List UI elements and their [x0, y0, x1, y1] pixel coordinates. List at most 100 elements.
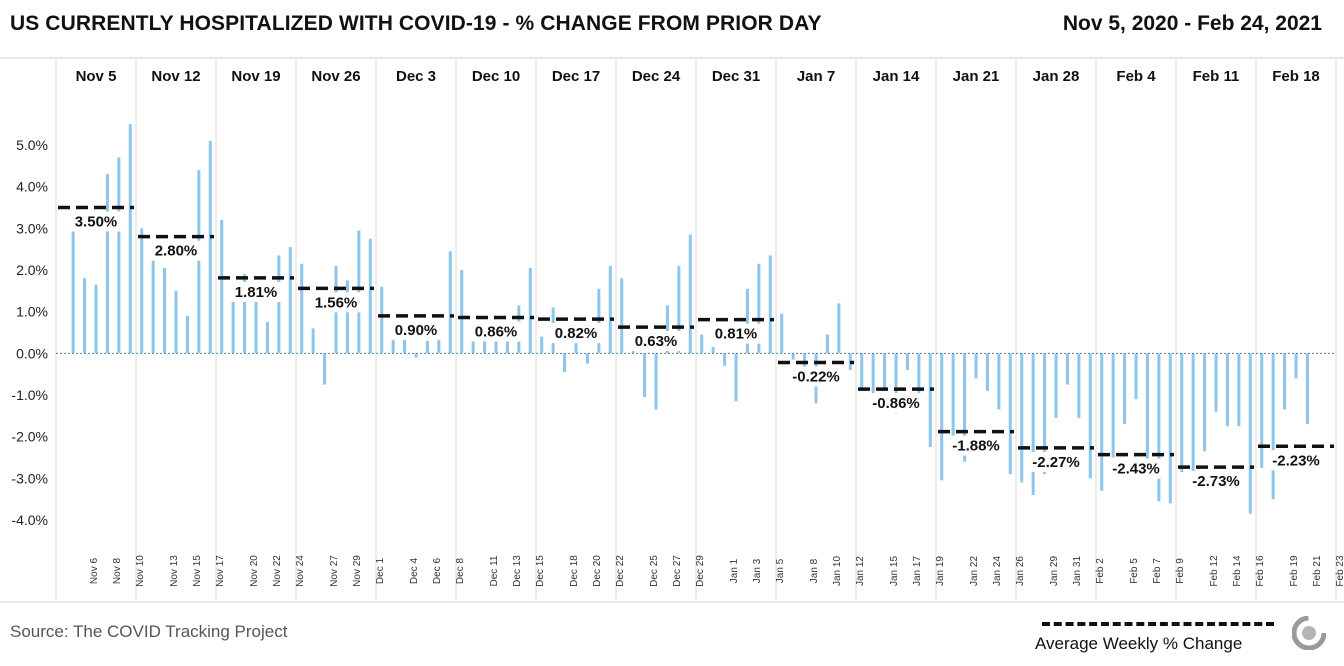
y-tick-label: 3.0% [16, 220, 48, 236]
x-tick-label: Jan 26 [1015, 556, 1026, 586]
week-header: Nov 5 [76, 68, 117, 85]
week-header: Dec 10 [472, 68, 520, 85]
daily-bar [265, 322, 269, 354]
daily-bar [1054, 353, 1058, 418]
x-tick-label: Feb 5 [1129, 558, 1140, 584]
x-tick-label: Dec 13 [512, 555, 523, 587]
daily-bar [231, 282, 235, 354]
average-label-bg [1026, 451, 1086, 472]
average-label-bg [710, 323, 762, 344]
weekly-average-label: 0.82% [555, 325, 598, 342]
x-tick-label: Nov 29 [352, 555, 363, 587]
daily-bar [1214, 353, 1218, 412]
daily-bar [1294, 353, 1298, 379]
daily-bar [163, 267, 167, 354]
daily-bar [254, 301, 258, 354]
x-tick-label: Nov 8 [112, 558, 123, 585]
daily-bar [917, 353, 921, 398]
x-tick-label: Dec 11 [489, 555, 500, 586]
week-header: Dec 24 [632, 68, 681, 85]
daily-bar [883, 353, 887, 391]
daily-bar [951, 353, 955, 445]
x-tick-label: Feb 19 [1289, 555, 1300, 587]
daily-bar [700, 334, 704, 354]
week-header: Nov 12 [151, 68, 200, 85]
daily-bar [757, 263, 761, 354]
x-tick-label: Jan 3 [752, 558, 763, 583]
daily-bar [928, 353, 932, 448]
daily-bar [688, 234, 692, 354]
x-tick-label: Dec 27 [672, 555, 683, 587]
x-tick-label: Dec 4 [409, 558, 420, 585]
legend: Average Weekly % Change [1030, 618, 1280, 658]
y-tick-label: -2.0% [11, 429, 48, 445]
week-header: Nov 26 [311, 68, 360, 85]
daily-bar [768, 255, 772, 354]
daily-bar [380, 286, 384, 354]
weekly-average-label: 0.81% [715, 326, 758, 343]
daily-bar [425, 340, 429, 354]
daily-bar [208, 140, 212, 354]
daily-bar [1123, 353, 1127, 425]
average-label-bg [1266, 450, 1326, 471]
x-tick-label: Nov 20 [249, 555, 260, 587]
x-tick-label: Feb 23 [1335, 555, 1344, 587]
x-tick-label: Jan 29 [1049, 556, 1060, 586]
daily-bar [654, 353, 658, 410]
x-tick-label: Nov 27 [329, 555, 340, 587]
weekly-average-label: -2.27% [1032, 454, 1080, 471]
x-tick-label: Jan 22 [969, 556, 980, 586]
weekly-average-label: -2.73% [1192, 473, 1240, 490]
daily-bar [1191, 353, 1195, 487]
weekly-average-label: -0.86% [872, 395, 920, 412]
daily-bar [723, 353, 727, 366]
daily-bar [1260, 353, 1264, 468]
average-label-bg [230, 281, 282, 302]
average-label-bg [630, 331, 682, 352]
x-tick-label: Dec 18 [569, 555, 580, 587]
x-tick-label: Dec 15 [535, 555, 546, 587]
daily-bar [277, 255, 281, 354]
daily-bar [117, 157, 121, 354]
daily-bar [403, 336, 407, 354]
daily-bar [483, 336, 487, 354]
daily-bar [448, 251, 452, 354]
weekly-average-label: 0.63% [635, 333, 678, 350]
covid-tracking-project-logo-icon [1292, 616, 1326, 650]
daily-bar [345, 280, 349, 354]
daily-bar [71, 228, 75, 354]
x-tick-label: Jan 15 [889, 556, 900, 586]
daily-bar [1088, 353, 1092, 479]
x-tick-label: Jan 12 [855, 556, 866, 586]
week-header: Feb 11 [1193, 68, 1240, 85]
weekly-average-label: 0.86% [475, 324, 518, 341]
x-tick-label: Nov 22 [272, 555, 283, 587]
daily-bar [677, 265, 681, 354]
weekly-average-label: -2.23% [1272, 452, 1320, 469]
daily-bar [837, 303, 841, 354]
average-label-bg [946, 435, 1006, 456]
daily-bar [585, 353, 589, 364]
daily-bar [1305, 353, 1309, 425]
daily-bar [1065, 353, 1069, 385]
daily-bar [128, 124, 132, 354]
week-header: Feb 4 [1116, 68, 1156, 85]
daily-bar [105, 174, 109, 354]
daily-bar [1111, 353, 1115, 458]
average-label-bg [866, 393, 926, 414]
x-tick-label: Feb 14 [1232, 555, 1243, 587]
x-tick-label: Feb 7 [1152, 558, 1163, 584]
daily-bar [791, 353, 795, 360]
week-header: Jan 7 [797, 68, 835, 85]
daily-bar [574, 338, 578, 354]
daily-bar [528, 267, 532, 354]
daily-bar [825, 334, 829, 354]
x-tick-label: Jan 8 [809, 558, 820, 583]
daily-bar [1225, 353, 1229, 427]
daily-bar [140, 228, 144, 354]
daily-bar [94, 284, 98, 354]
daily-bar [1008, 353, 1012, 475]
daily-bar [174, 290, 178, 354]
daily-bar [300, 263, 304, 354]
y-tick-label: 4.0% [16, 179, 48, 195]
